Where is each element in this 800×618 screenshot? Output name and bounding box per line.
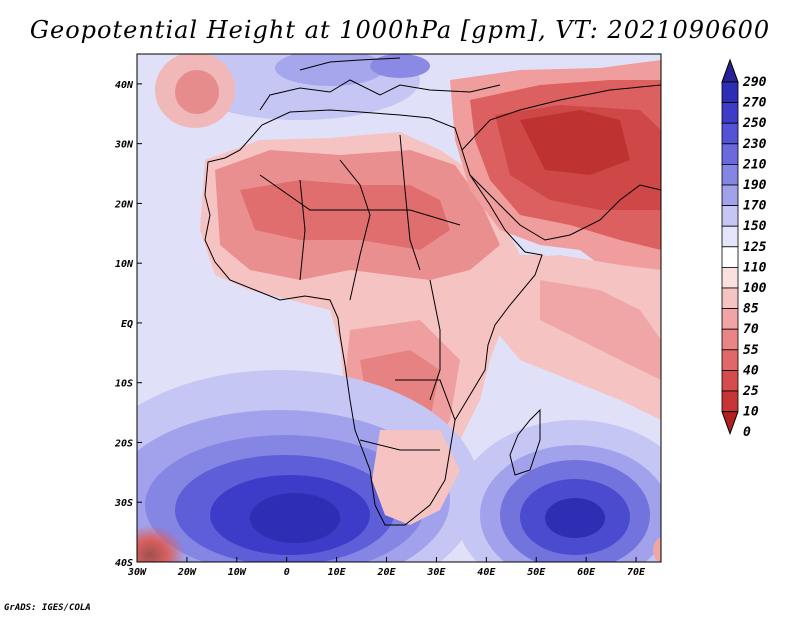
colorbar-swatch (721, 225, 739, 248)
colorbar-swatch (721, 102, 739, 124)
colorbar-level-label: 210 (742, 157, 767, 172)
lat-tick-label: EQ (121, 319, 133, 330)
colorbar-swatch (721, 328, 739, 351)
colorbar-level-label: 55 (743, 343, 759, 358)
colorbar-level-label: 230 (742, 137, 767, 152)
colorbar-swatch (721, 122, 739, 145)
colorbar-swatch (721, 163, 739, 186)
lat-tick-label: 40S (115, 558, 133, 569)
latitude-axis: 40N 30N 20N 10N EQ 10S 20S 30S 40S (114, 80, 142, 569)
colorbar-top-arrow (721, 58, 739, 83)
lat-tick-label: 40N (115, 80, 134, 91)
lat-tick-label: 30S (114, 498, 133, 509)
lon-tick-label: 30W (127, 567, 147, 578)
colorbar-swatch (721, 349, 739, 371)
colorbar-level-label: 10 (743, 405, 759, 420)
lat-tick-label: 20N (114, 199, 134, 210)
colorbar-level-label: 125 (743, 240, 767, 255)
colorbar-level-label: 85 (743, 302, 759, 317)
colorbar-swatch (721, 81, 739, 104)
lon-tick-label: 40E (477, 567, 496, 578)
longitude-axis: 30W 20W 10W 0 10E 20E 30E 40E 50E 60E 70E (127, 557, 646, 578)
colorbar-level-label: 190 (743, 178, 767, 193)
lon-tick-label: 70E (627, 567, 646, 578)
colorbar-swatch (721, 246, 739, 268)
lon-tick-label: 30E (426, 567, 446, 578)
colorbar-level-label: 290 (742, 75, 767, 90)
colorbar-level-label: 250 (742, 116, 767, 131)
colorbar-bottom-arrow (721, 411, 739, 436)
colorbar-level-label: 40 (743, 363, 759, 378)
colorbar-swatch (721, 266, 739, 289)
height-field (137, 54, 661, 562)
colorbar-level-label: 0 (743, 425, 751, 440)
colorbar-level-label: 70 (743, 322, 759, 337)
colorbar-level-label: 150 (743, 219, 767, 234)
colorbar-level-label: 170 (743, 199, 767, 214)
colorbar: 2902702502302101901701501251101008570554… (721, 58, 767, 440)
lat-tick-label: 20S (114, 438, 133, 449)
colorbar-level-label: 110 (743, 260, 767, 275)
lon-tick-label: 20E (376, 567, 396, 578)
colorbar-swatch (721, 143, 739, 165)
lon-tick-label: 0 (284, 567, 290, 578)
coastlines (204, 57, 661, 526)
colorbar-swatch (721, 184, 739, 207)
colorbar-level-label: 25 (742, 384, 759, 399)
lon-tick-label: 20W (177, 567, 197, 578)
lon-tick-label: 10E (328, 567, 347, 578)
grads-credit: GrADS: IGES/COLA (4, 603, 91, 613)
colorbar-swatch (721, 369, 739, 392)
colorbar-swatch (721, 390, 739, 413)
map-title: Geopotential Height at 1000hPa [gpm], VT… (29, 16, 771, 44)
lat-tick-label: 30N (114, 140, 134, 151)
lon-tick-label: 10W (228, 567, 247, 578)
lat-tick-label: 10S (115, 379, 133, 390)
lon-tick-label: 50E (527, 567, 546, 578)
colorbar-level-label: 100 (743, 281, 767, 296)
lon-tick-label: 60E (577, 567, 596, 578)
map-frame (136, 53, 662, 563)
colorbar-swatch (721, 205, 739, 227)
lat-tick-label: 10N (115, 259, 134, 270)
colorbar-level-label: 270 (742, 96, 767, 111)
colorbar-swatch (721, 287, 739, 310)
colorbar-swatch (721, 308, 739, 330)
